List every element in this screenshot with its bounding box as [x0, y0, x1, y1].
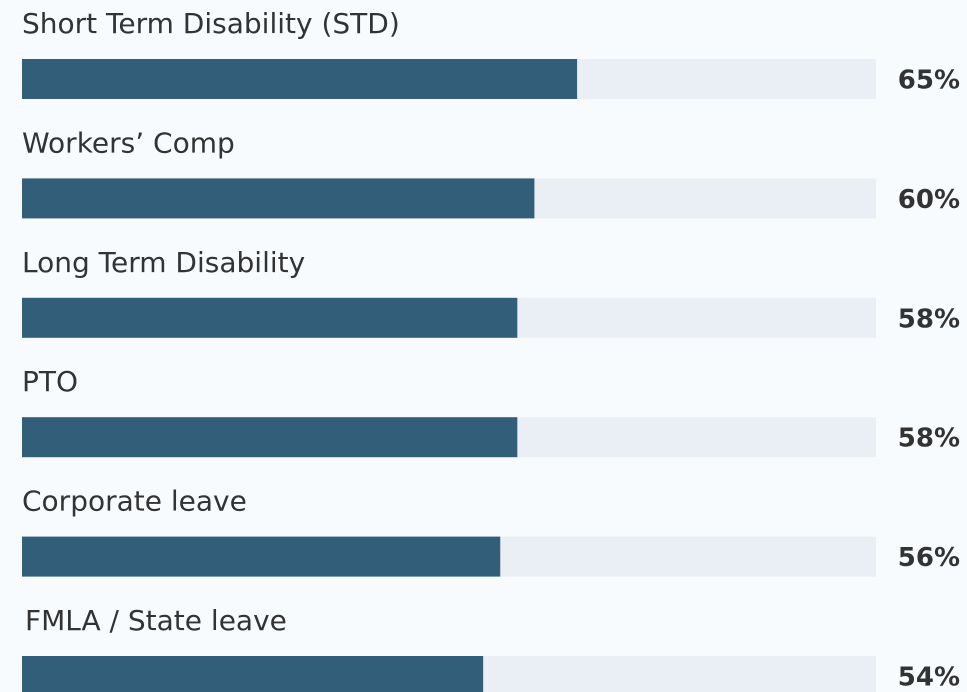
bar	[22, 536, 501, 577]
category-label: Short Term Disability (STD)	[22, 7, 400, 40]
value-label: 56%	[898, 543, 960, 573]
bar	[22, 178, 535, 219]
category-label: Long Term Disability	[22, 246, 305, 279]
value-label: 58%	[898, 424, 960, 454]
category-label: Corporate leave	[22, 485, 247, 518]
bar	[22, 297, 518, 338]
value-label: 58%	[898, 304, 960, 334]
value-label: 65%	[898, 66, 960, 96]
bar	[22, 656, 484, 692]
bar	[22, 59, 578, 99]
category-label: Workers’ Comp	[22, 126, 235, 159]
category-label: FMLA / State leave	[25, 604, 287, 637]
value-label: 60%	[898, 185, 960, 215]
value-label: 54%	[898, 663, 960, 692]
category-label: PTO	[22, 365, 78, 398]
bar	[22, 417, 518, 458]
